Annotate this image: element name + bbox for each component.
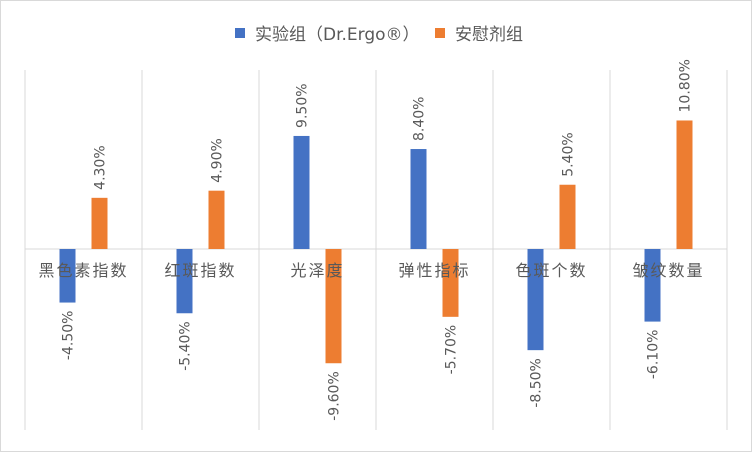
data-label: 4.30% [93, 145, 109, 189]
category-label: 红斑指数 [164, 261, 236, 280]
data-label: -5.70% [444, 325, 460, 375]
data-label: -6.10% [646, 330, 662, 380]
legend-label-placebo: 安慰剂组 [455, 25, 523, 45]
bar [91, 197, 108, 249]
legend-item-experimental: 实验组（Dr.Ergo®） [235, 20, 420, 45]
data-label: -4.50% [61, 311, 77, 361]
category-label: 色斑个数 [515, 261, 587, 280]
data-label: 8.40% [412, 97, 428, 141]
bar [325, 249, 342, 364]
legend-label-experimental: 实验组（Dr.Ergo®） [255, 25, 420, 45]
bar [208, 190, 225, 249]
bar [676, 120, 693, 249]
bar [176, 249, 193, 314]
bar [442, 249, 459, 317]
data-label: -9.60% [327, 371, 343, 421]
data-label: 10.80% [678, 59, 694, 112]
legend-item-placebo: 安慰剂组 [435, 20, 523, 45]
category-label: 弹性指标 [398, 261, 470, 280]
data-label: -8.50% [529, 358, 545, 408]
category-label: 黑色素指数 [38, 261, 128, 280]
legend: 实验组（Dr.Ergo®） 安慰剂组 [0, 15, 752, 45]
data-label: 9.50% [295, 83, 311, 127]
data-label: 4.90% [210, 138, 226, 182]
legend-swatch-experimental [235, 27, 245, 38]
bar [59, 249, 76, 303]
category-label: 皱纹数量 [632, 261, 704, 280]
category-label: 光泽度 [290, 261, 344, 280]
data-label: 5.40% [561, 132, 577, 176]
bar [293, 135, 310, 249]
bar [527, 249, 544, 351]
bar [559, 184, 576, 249]
bar [410, 149, 427, 249]
bar [644, 249, 661, 322]
data-label: -5.40% [178, 321, 194, 371]
legend-swatch-placebo [435, 27, 445, 38]
